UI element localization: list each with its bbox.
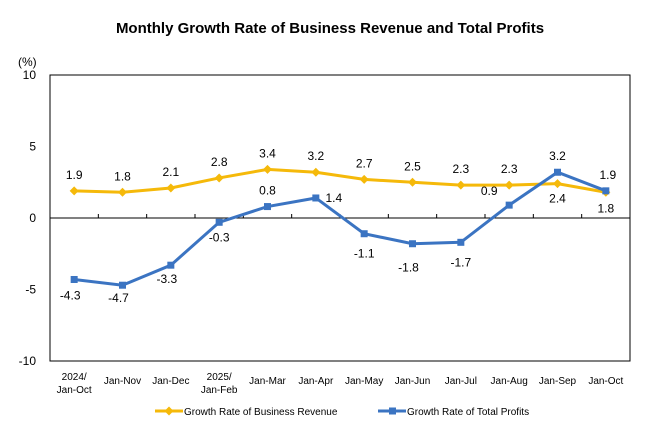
data-point (359, 174, 369, 184)
data-label: -4.7 (108, 291, 129, 305)
data-label: 2.3 (452, 162, 469, 176)
data-label: 3.2 (307, 149, 324, 163)
data-label: 1.8 (597, 201, 614, 215)
legend-marker (389, 407, 396, 415)
data-point (360, 230, 368, 238)
data-label: -1.8 (398, 261, 419, 275)
y-tick-label: -5 (25, 283, 36, 297)
data-point (553, 179, 562, 189)
data-label: 2.1 (162, 165, 179, 179)
data-point (215, 218, 223, 226)
data-point (167, 261, 175, 269)
data-label: 0.8 (259, 184, 276, 198)
data-label: -0.3 (209, 230, 230, 244)
chart-title: Monthly Growth Rate of Business Revenue … (115, 20, 545, 37)
data-point (408, 177, 417, 187)
y-tick-label: 10 (23, 68, 37, 82)
data-label: 2.8 (211, 155, 228, 169)
data-label: 0.9 (481, 184, 498, 198)
data-label: 2.7 (356, 156, 373, 170)
data-point (457, 238, 465, 246)
data-point (505, 201, 513, 209)
data-point (263, 164, 272, 174)
data-label: 1.9 (66, 168, 83, 182)
data-label: -3.3 (156, 272, 177, 286)
x-tick-label: Jan-Apr (298, 376, 334, 387)
data-point (264, 203, 271, 211)
data-label: 1.4 (325, 191, 342, 205)
x-tick-label: Jan-Sep (539, 376, 577, 387)
y-tick-label: -10 (19, 354, 37, 368)
data-point (311, 167, 321, 177)
data-label: 2.5 (404, 159, 421, 173)
data-point (70, 275, 78, 283)
data-point (504, 180, 514, 190)
x-tick-label: 2025/Jan-Feb (201, 372, 238, 396)
legend-label: Growth Rate of Total Profits (407, 407, 529, 418)
y-tick-label: 5 (29, 140, 36, 154)
data-label: 2.4 (549, 192, 566, 206)
data-point (214, 173, 224, 183)
x-tick-label: Jan-Mar (249, 376, 286, 387)
x-tick-label: Jan-Oct (588, 376, 623, 387)
data-point (166, 183, 176, 193)
data-point (118, 187, 127, 197)
x-tick-label: Jan-Aug (491, 376, 528, 387)
data-point (554, 168, 561, 176)
legend-label: Growth Rate of Business Revenue (184, 407, 338, 418)
data-label: 3.2 (549, 149, 566, 163)
x-tick-label: Jan-Nov (104, 376, 141, 387)
x-tick-label: Jan-Dec (152, 376, 189, 387)
data-point (456, 180, 466, 190)
data-label: 2.3 (501, 162, 518, 176)
x-tick-label: Jan-Jun (395, 376, 431, 387)
data-point (409, 240, 416, 248)
data-point (602, 187, 610, 195)
data-label: 3.4 (259, 146, 276, 160)
data-label: -4.3 (60, 288, 81, 302)
y-axis-label: (%) (18, 55, 37, 69)
data-label: -1.1 (354, 247, 375, 261)
x-tick-label: 2024/Jan-Oct (57, 372, 92, 396)
x-tick-label: Jan-Jul (445, 376, 477, 387)
data-point (119, 281, 126, 289)
legend-marker (164, 406, 174, 416)
data-label: 1.8 (114, 169, 131, 183)
series-line (74, 167, 607, 194)
series-line (73, 170, 607, 287)
data-label: 1.9 (599, 168, 616, 182)
data-label: -1.7 (450, 255, 471, 269)
data-point (69, 186, 79, 196)
y-tick-label: 0 (29, 211, 36, 225)
data-point (312, 194, 320, 202)
x-tick-label: Jan-May (345, 376, 383, 387)
